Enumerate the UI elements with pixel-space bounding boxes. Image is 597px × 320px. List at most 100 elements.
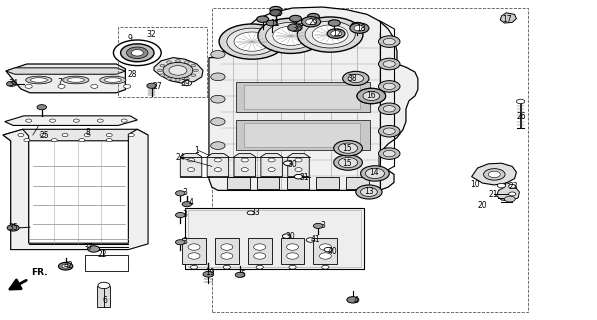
- Circle shape: [319, 253, 331, 259]
- Text: 15: 15: [343, 159, 352, 168]
- Circle shape: [40, 133, 46, 137]
- Circle shape: [378, 148, 400, 159]
- Text: 28: 28: [127, 70, 137, 79]
- Circle shape: [509, 184, 516, 188]
- Circle shape: [294, 174, 303, 179]
- Polygon shape: [209, 7, 418, 190]
- Circle shape: [221, 244, 233, 250]
- Text: 30: 30: [286, 232, 296, 241]
- Bar: [215, 238, 239, 264]
- Text: 4: 4: [189, 198, 193, 207]
- Text: 42: 42: [64, 261, 73, 270]
- Text: FR.: FR.: [31, 268, 48, 277]
- Circle shape: [221, 253, 233, 259]
- Circle shape: [214, 168, 221, 172]
- Bar: [236, 82, 370, 112]
- Circle shape: [351, 22, 363, 29]
- Text: 14: 14: [370, 168, 379, 177]
- Polygon shape: [472, 163, 516, 185]
- Circle shape: [50, 119, 56, 122]
- Circle shape: [106, 133, 112, 137]
- Circle shape: [343, 71, 369, 85]
- Circle shape: [254, 253, 266, 259]
- Polygon shape: [500, 13, 516, 23]
- Circle shape: [362, 91, 380, 101]
- Circle shape: [383, 150, 395, 157]
- Circle shape: [25, 84, 32, 88]
- Circle shape: [7, 225, 19, 231]
- Circle shape: [282, 234, 291, 238]
- Text: 2: 2: [276, 9, 281, 18]
- Circle shape: [297, 17, 363, 52]
- Circle shape: [59, 262, 73, 270]
- Circle shape: [256, 265, 263, 269]
- Bar: [316, 177, 339, 189]
- Bar: [97, 286, 110, 307]
- Text: 8: 8: [86, 128, 91, 137]
- Circle shape: [51, 139, 57, 142]
- Circle shape: [331, 31, 341, 36]
- Circle shape: [268, 158, 275, 162]
- Circle shape: [84, 133, 90, 137]
- Circle shape: [131, 50, 143, 56]
- Circle shape: [169, 66, 187, 75]
- Text: 39: 39: [180, 79, 190, 88]
- Circle shape: [497, 183, 506, 188]
- Circle shape: [295, 158, 302, 162]
- Circle shape: [504, 196, 515, 202]
- Circle shape: [327, 29, 345, 38]
- Circle shape: [347, 297, 359, 303]
- Text: 5: 5: [240, 270, 245, 279]
- Text: 3: 3: [183, 237, 187, 246]
- Circle shape: [305, 21, 355, 48]
- Circle shape: [182, 81, 192, 86]
- Bar: [227, 177, 250, 189]
- Text: 19: 19: [205, 268, 215, 277]
- Text: 33: 33: [251, 208, 260, 217]
- Circle shape: [176, 60, 180, 62]
- Text: 13: 13: [364, 188, 374, 196]
- Circle shape: [306, 238, 315, 242]
- Circle shape: [361, 166, 389, 181]
- Circle shape: [378, 103, 400, 115]
- Circle shape: [193, 69, 198, 72]
- Text: 27: 27: [153, 82, 162, 91]
- Circle shape: [383, 83, 395, 90]
- Circle shape: [241, 168, 248, 172]
- Circle shape: [270, 6, 282, 13]
- Bar: [212, 8, 528, 312]
- Circle shape: [287, 253, 298, 259]
- Circle shape: [307, 13, 319, 20]
- Bar: [346, 177, 369, 189]
- Circle shape: [124, 84, 131, 88]
- Circle shape: [324, 247, 333, 252]
- Polygon shape: [11, 138, 29, 250]
- Circle shape: [176, 191, 185, 196]
- Circle shape: [211, 142, 225, 149]
- Text: 12: 12: [333, 29, 342, 38]
- Circle shape: [350, 23, 369, 33]
- Circle shape: [191, 64, 196, 67]
- Circle shape: [187, 158, 195, 162]
- Circle shape: [488, 171, 500, 178]
- Circle shape: [176, 240, 185, 245]
- Circle shape: [383, 61, 395, 67]
- Circle shape: [290, 15, 301, 22]
- Polygon shape: [6, 64, 125, 93]
- Circle shape: [357, 88, 386, 104]
- Circle shape: [516, 99, 525, 104]
- Circle shape: [37, 105, 47, 110]
- Circle shape: [383, 106, 395, 112]
- Text: 41: 41: [310, 236, 320, 244]
- Ellipse shape: [26, 76, 52, 84]
- Circle shape: [73, 119, 79, 122]
- Text: 35: 35: [9, 223, 19, 232]
- Polygon shape: [180, 154, 202, 177]
- Text: 10: 10: [470, 180, 480, 189]
- Circle shape: [187, 168, 195, 172]
- Bar: [257, 177, 279, 189]
- Circle shape: [113, 40, 161, 66]
- Bar: [85, 255, 128, 271]
- Text: 1: 1: [195, 146, 199, 155]
- Polygon shape: [5, 116, 137, 125]
